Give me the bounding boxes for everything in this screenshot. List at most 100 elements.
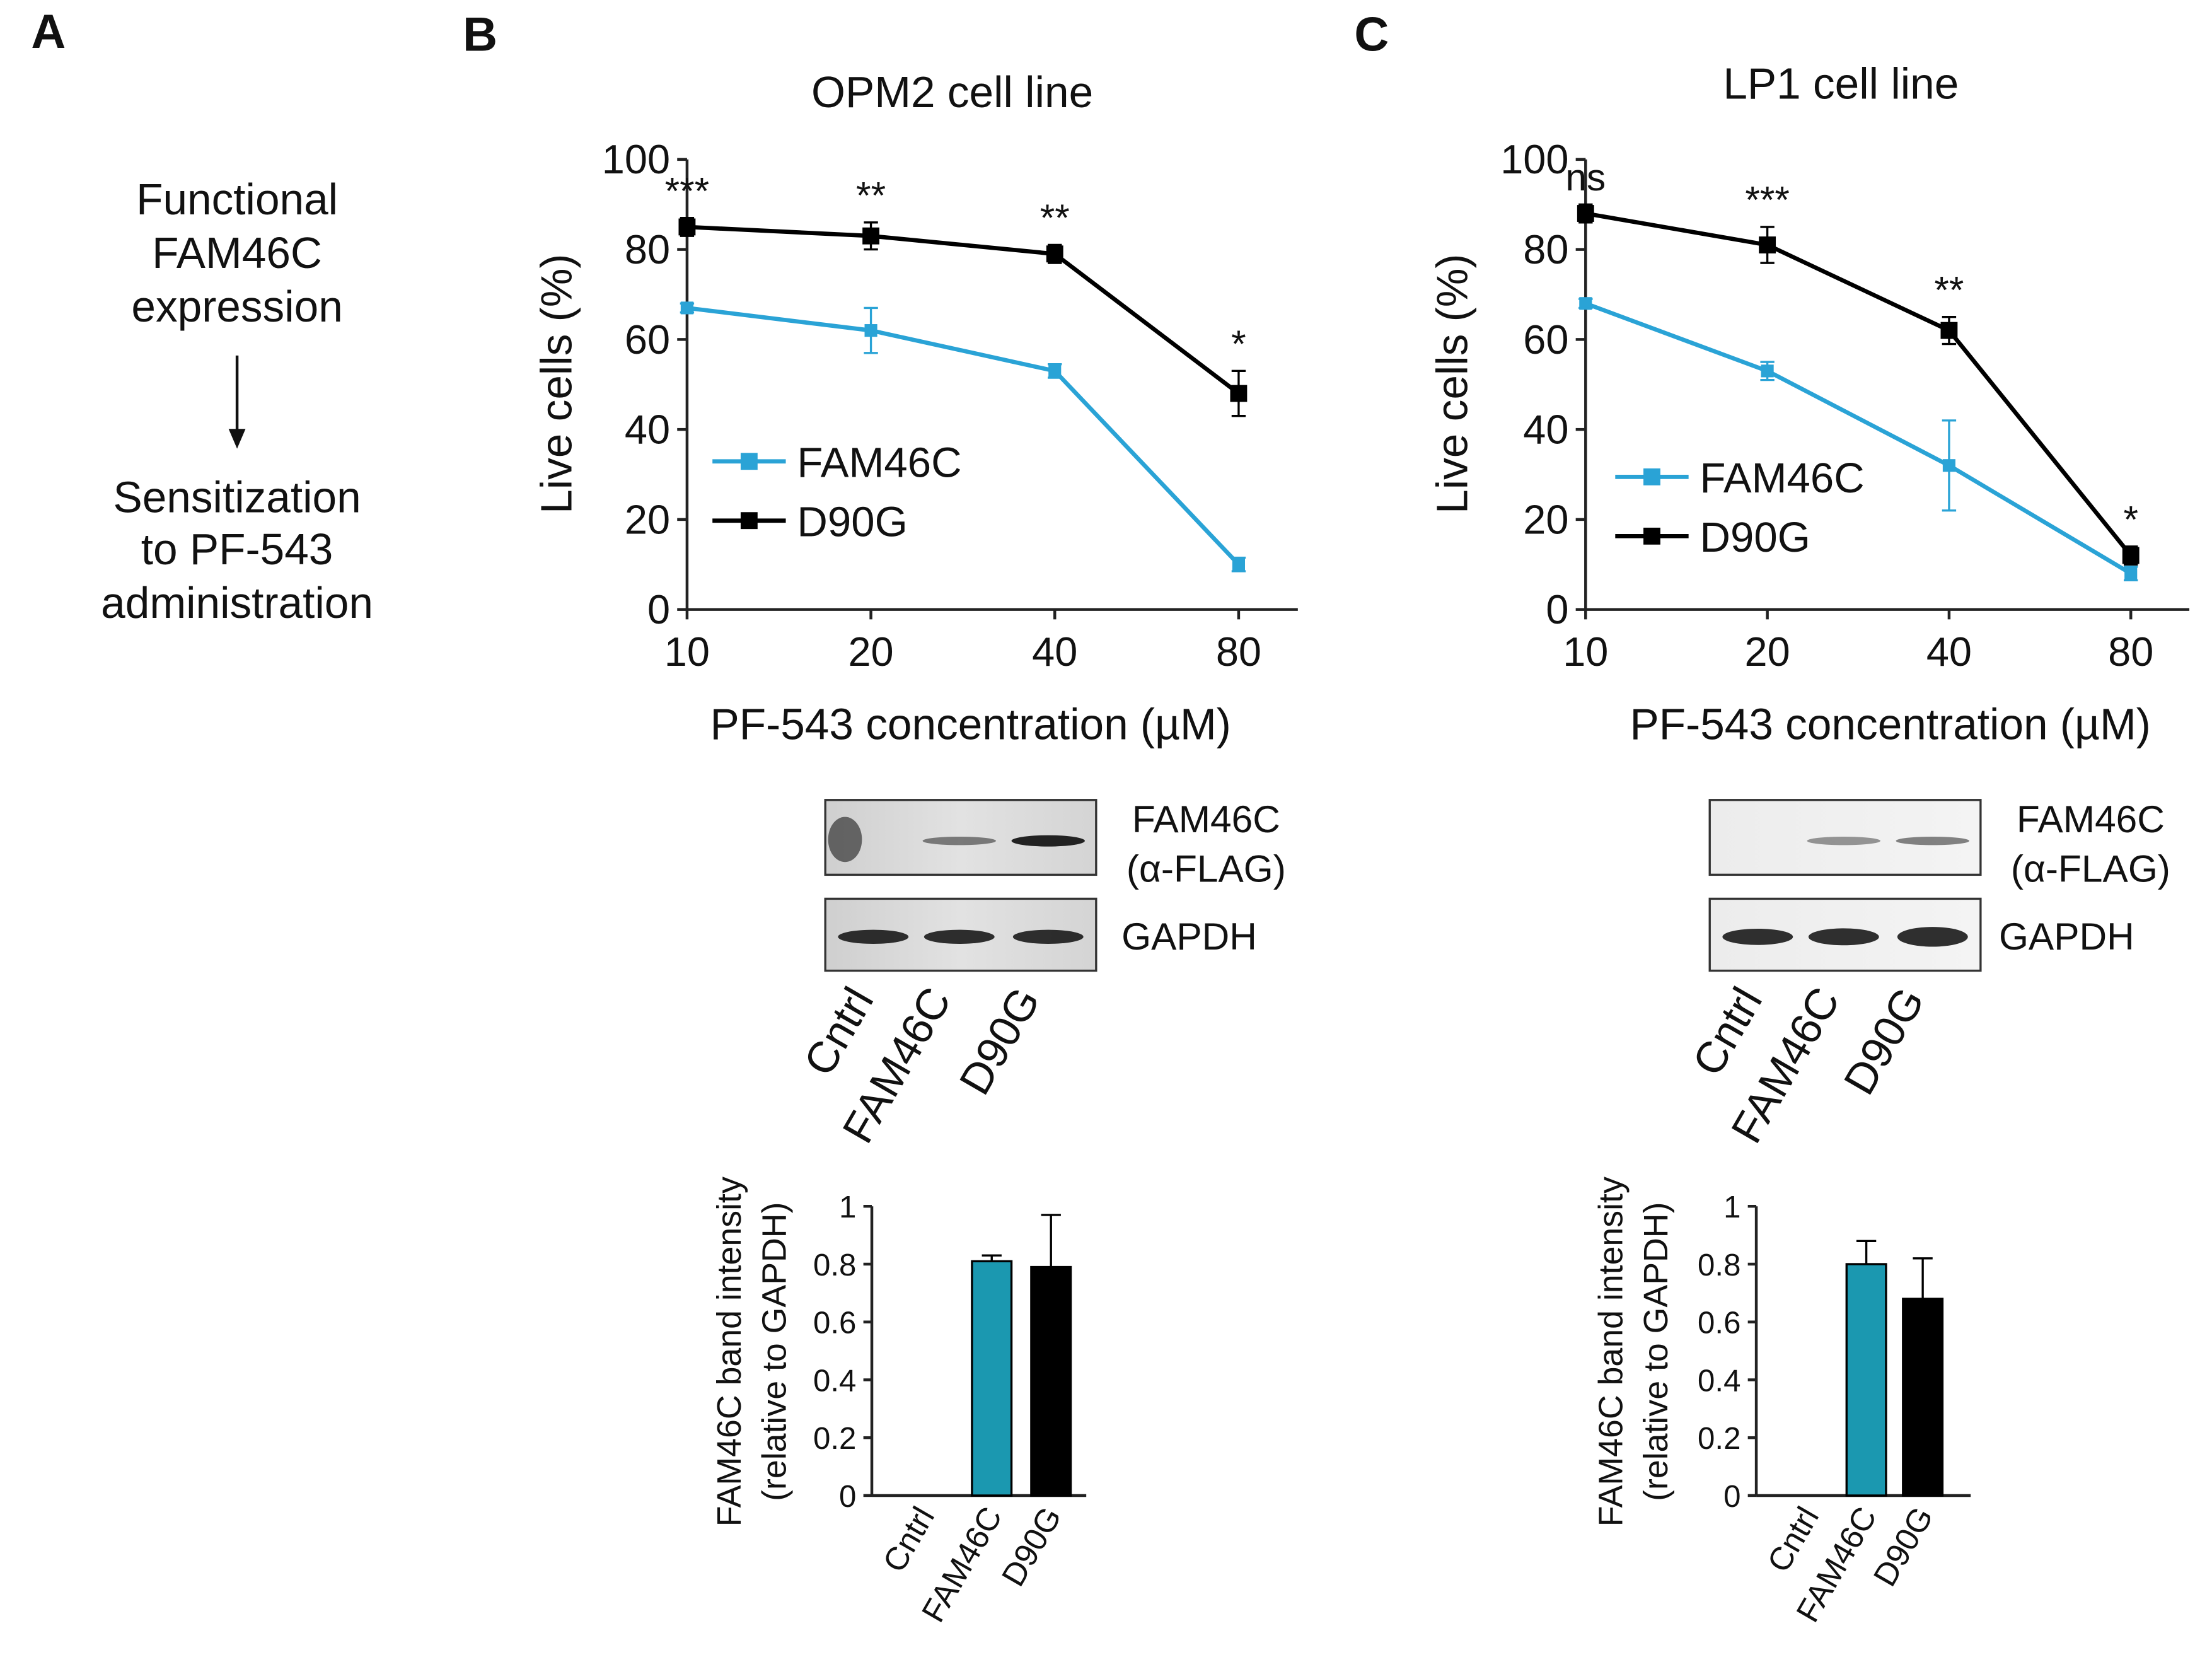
- legend-label: FAM46C: [1700, 455, 1865, 502]
- error-bar: [982, 1254, 1002, 1262]
- data-line: [686, 306, 1241, 566]
- y-tick-label: 0.4: [813, 1363, 856, 1398]
- blot-band: [924, 929, 995, 944]
- y-tick-label: 100: [1500, 136, 1568, 182]
- legend-marker: [740, 453, 758, 470]
- y-tick-label: 0.2: [1698, 1421, 1740, 1456]
- bar: [1030, 1265, 1072, 1497]
- error-bar: [1041, 1214, 1061, 1267]
- significance: **: [856, 173, 886, 216]
- data-point: [1579, 297, 1592, 310]
- chart-title: LP1 cell line: [1723, 59, 1959, 108]
- y-tick-label: 0.8: [813, 1248, 856, 1282]
- blot-band: [922, 836, 996, 846]
- blot-label: GAPDH: [1121, 915, 1257, 958]
- significance: **: [1040, 196, 1070, 239]
- data-point: [1942, 459, 1955, 472]
- y-tick-label: 1: [1723, 1190, 1740, 1224]
- y-tick-label: 80: [1523, 226, 1568, 272]
- y-tick-label: 60: [625, 317, 670, 363]
- y-tick-label: 80: [625, 226, 670, 272]
- x-tick-label: Cntrl: [876, 1501, 942, 1578]
- blot-band: [1807, 836, 1880, 846]
- y-tick-label: 0.2: [813, 1421, 856, 1456]
- y-axis-label: (relative to GAPDH): [1637, 1202, 1675, 1501]
- significance: **: [1934, 268, 1964, 311]
- y-tick-label: 20: [625, 496, 670, 542]
- data-point: [680, 301, 693, 315]
- y-tick-label: 0: [839, 1479, 856, 1514]
- blot-label: FAM46C: [1132, 798, 1280, 840]
- data-point: [1232, 558, 1245, 571]
- bar: [971, 1260, 1013, 1497]
- data-line: [1585, 301, 2132, 576]
- significance: ***: [1745, 178, 1790, 221]
- data-point: [2124, 567, 2138, 580]
- data-point: [1940, 322, 1958, 339]
- legend-marker: [1643, 468, 1660, 485]
- bar: [1845, 1263, 1887, 1497]
- panel-a-text: to PF-543: [141, 525, 333, 574]
- significance: ns: [1565, 156, 1606, 199]
- x-tick-label: 10: [664, 629, 710, 675]
- blot-band: [1896, 836, 1969, 846]
- significance: ***: [665, 169, 710, 212]
- panel-a: Functional FAM46C expression Sensitizati…: [101, 175, 373, 627]
- panel-label: C: [1354, 8, 1389, 62]
- panel-a-text: Sensitization: [113, 472, 361, 521]
- data-point: [1046, 245, 1063, 263]
- blot-label: (α-FLAG): [2011, 847, 2170, 890]
- y-tick-label: 0: [647, 586, 670, 632]
- y-axis-label: FAM46C band intensity: [710, 1177, 748, 1526]
- significance: *: [2123, 497, 2138, 540]
- y-tick-label: 0.4: [1698, 1363, 1740, 1398]
- y-tick-label: 1: [839, 1190, 856, 1224]
- data-line: [1585, 211, 2133, 557]
- blot-label: GAPDH: [1999, 915, 2134, 958]
- data-point: [864, 324, 877, 337]
- data-line: [686, 224, 1240, 395]
- error-bar: [1856, 1240, 1877, 1264]
- y-tick-label: 0.6: [1698, 1306, 1740, 1340]
- significance: *: [1231, 322, 1246, 365]
- legend-marker: [1643, 527, 1660, 545]
- data-point: [1048, 364, 1062, 378]
- y-tick-label: 0: [1723, 1479, 1740, 1514]
- x-tick-label: 40: [1926, 629, 1972, 675]
- y-axis-label: FAM46C band intensity: [1592, 1177, 1630, 1526]
- x-tick-label: D90G: [1866, 1501, 1940, 1592]
- panel-label: A: [31, 5, 66, 59]
- blot-label: FAM46C: [2017, 798, 2165, 840]
- blot-smudge: [828, 816, 862, 863]
- x-tick-label: 80: [1216, 629, 1261, 675]
- data-point: [1230, 385, 1248, 402]
- x-tick-label: 20: [848, 629, 893, 675]
- y-tick-label: 20: [1523, 496, 1568, 542]
- blot-band: [1897, 927, 1968, 947]
- x-axis-label: PF-543 concentration (µM): [1630, 700, 2150, 749]
- x-tick-label: 10: [1563, 629, 1608, 675]
- y-tick-label: 0: [1546, 586, 1568, 632]
- panel-label: B: [463, 8, 497, 62]
- panel-a-text: administration: [101, 578, 373, 627]
- blot-label: (α-FLAG): [1126, 847, 1286, 890]
- y-tick-label: 0.6: [813, 1306, 856, 1340]
- panel-a-text: expression: [131, 282, 342, 331]
- data-point: [1577, 205, 1594, 222]
- chart-title: OPM2 cell line: [811, 67, 1093, 117]
- bar: [1902, 1298, 1944, 1497]
- y-tick-label: 40: [1523, 407, 1568, 453]
- arrow-head: [228, 429, 246, 449]
- legend-label: FAM46C: [797, 439, 961, 486]
- lane-label: D90G: [1834, 979, 1933, 1103]
- x-axis-label: PF-543 concentration (µM): [710, 700, 1231, 749]
- x-tick-label: 40: [1032, 629, 1077, 675]
- x-tick-label: 20: [1745, 629, 1790, 675]
- legend-label: D90G: [797, 498, 907, 545]
- y-axis-label: Live cells (%): [1427, 253, 1476, 513]
- blot-band: [1722, 928, 1793, 945]
- blot-band: [1808, 928, 1879, 946]
- blot-band: [838, 929, 909, 944]
- lane-label: D90G: [949, 979, 1049, 1103]
